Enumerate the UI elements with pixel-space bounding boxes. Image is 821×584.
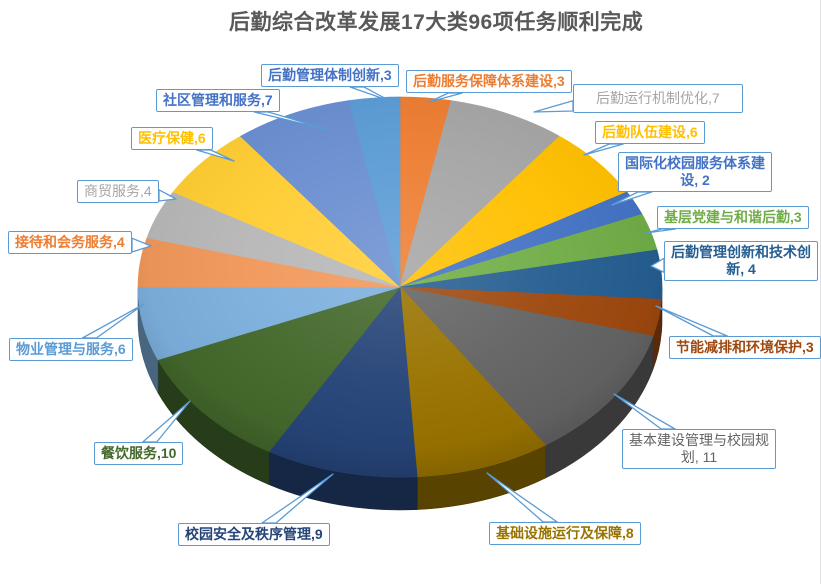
callout-leader-pointer [533, 100, 574, 113]
callout-leader-pointer [349, 86, 391, 102]
data-label-callout: 基本建设管理与校园规 划, 11 [622, 429, 776, 469]
data-label-callout: 基础设施运行及保障,8 [489, 522, 641, 545]
data-label-callout: 社区管理和服务,7 [156, 89, 280, 112]
data-label-callout: 医疗保健,6 [131, 127, 213, 150]
callout-leader-pointer [81, 303, 145, 339]
data-label-callout: 后勤管理体制创新,3 [261, 64, 399, 87]
data-label-callout: 国际化校园服务体系建 设, 2 [618, 152, 772, 192]
data-label-callout: 后勤服务保障体系建设,3 [406, 70, 572, 93]
callout-leader-pointer [655, 305, 728, 337]
callout-leader-pointer [196, 149, 235, 162]
data-label-callout: 接待和会务服务,4 [8, 231, 132, 254]
callout-leader-pointer [583, 143, 624, 156]
callout-leader-pointer [131, 237, 152, 253]
data-label-callout: 节能减排和环境保护,3 [669, 336, 821, 359]
data-label-callout: 后勤运行机制优化,7 [573, 84, 743, 113]
data-label-callout: 商贸服务,4 [77, 180, 159, 203]
data-label-callout: 基层党建与和谐后勤,3 [657, 206, 809, 229]
callout-leader-pointer [428, 92, 463, 103]
callout-leader-pointer [611, 191, 653, 206]
data-label-callout: 餐饮服务,10 [94, 442, 184, 465]
callout-leader-pointer [645, 228, 677, 234]
data-label-callout: 后勤管理创新和技术创 新, 4 [664, 241, 818, 281]
chart-title: 后勤综合改革发展17大类96项任务顺利完成 [229, 11, 644, 34]
data-label-callout: 后勤队伍建设,6 [595, 121, 705, 144]
callout-leader-pointer [158, 189, 177, 202]
callout-leader-pointer [253, 111, 330, 131]
data-label-callout: 校园安全及秩序管理,9 [178, 523, 330, 546]
data-label-callout: 物业管理与服务,6 [9, 338, 133, 361]
